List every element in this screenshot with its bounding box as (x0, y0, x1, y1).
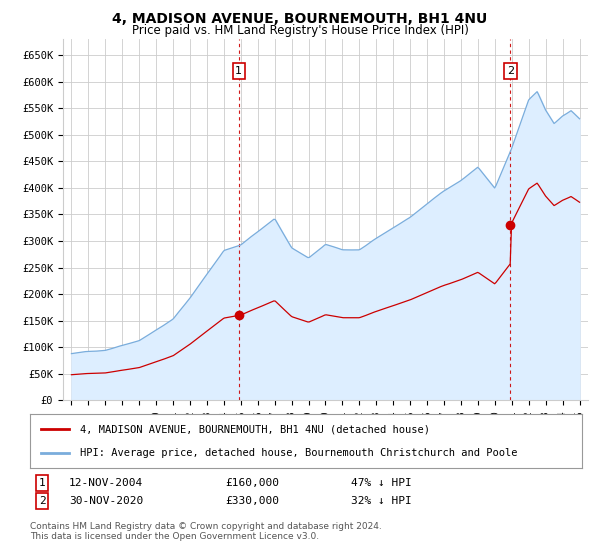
Text: 12-NOV-2004: 12-NOV-2004 (69, 478, 143, 488)
Text: 1: 1 (235, 66, 242, 76)
Text: 30-NOV-2020: 30-NOV-2020 (69, 496, 143, 506)
Text: 2: 2 (507, 66, 514, 76)
Text: HPI: Average price, detached house, Bournemouth Christchurch and Poole: HPI: Average price, detached house, Bour… (80, 447, 517, 458)
Text: £160,000: £160,000 (225, 478, 279, 488)
Text: 4, MADISON AVENUE, BOURNEMOUTH, BH1 4NU (detached house): 4, MADISON AVENUE, BOURNEMOUTH, BH1 4NU … (80, 424, 430, 435)
Text: 47% ↓ HPI: 47% ↓ HPI (351, 478, 412, 488)
Text: 2: 2 (38, 496, 46, 506)
Text: £330,000: £330,000 (225, 496, 279, 506)
Text: Contains HM Land Registry data © Crown copyright and database right 2024.
This d: Contains HM Land Registry data © Crown c… (30, 522, 382, 542)
Text: 4, MADISON AVENUE, BOURNEMOUTH, BH1 4NU: 4, MADISON AVENUE, BOURNEMOUTH, BH1 4NU (112, 12, 488, 26)
Text: Price paid vs. HM Land Registry's House Price Index (HPI): Price paid vs. HM Land Registry's House … (131, 24, 469, 36)
Text: 32% ↓ HPI: 32% ↓ HPI (351, 496, 412, 506)
Text: 1: 1 (38, 478, 46, 488)
